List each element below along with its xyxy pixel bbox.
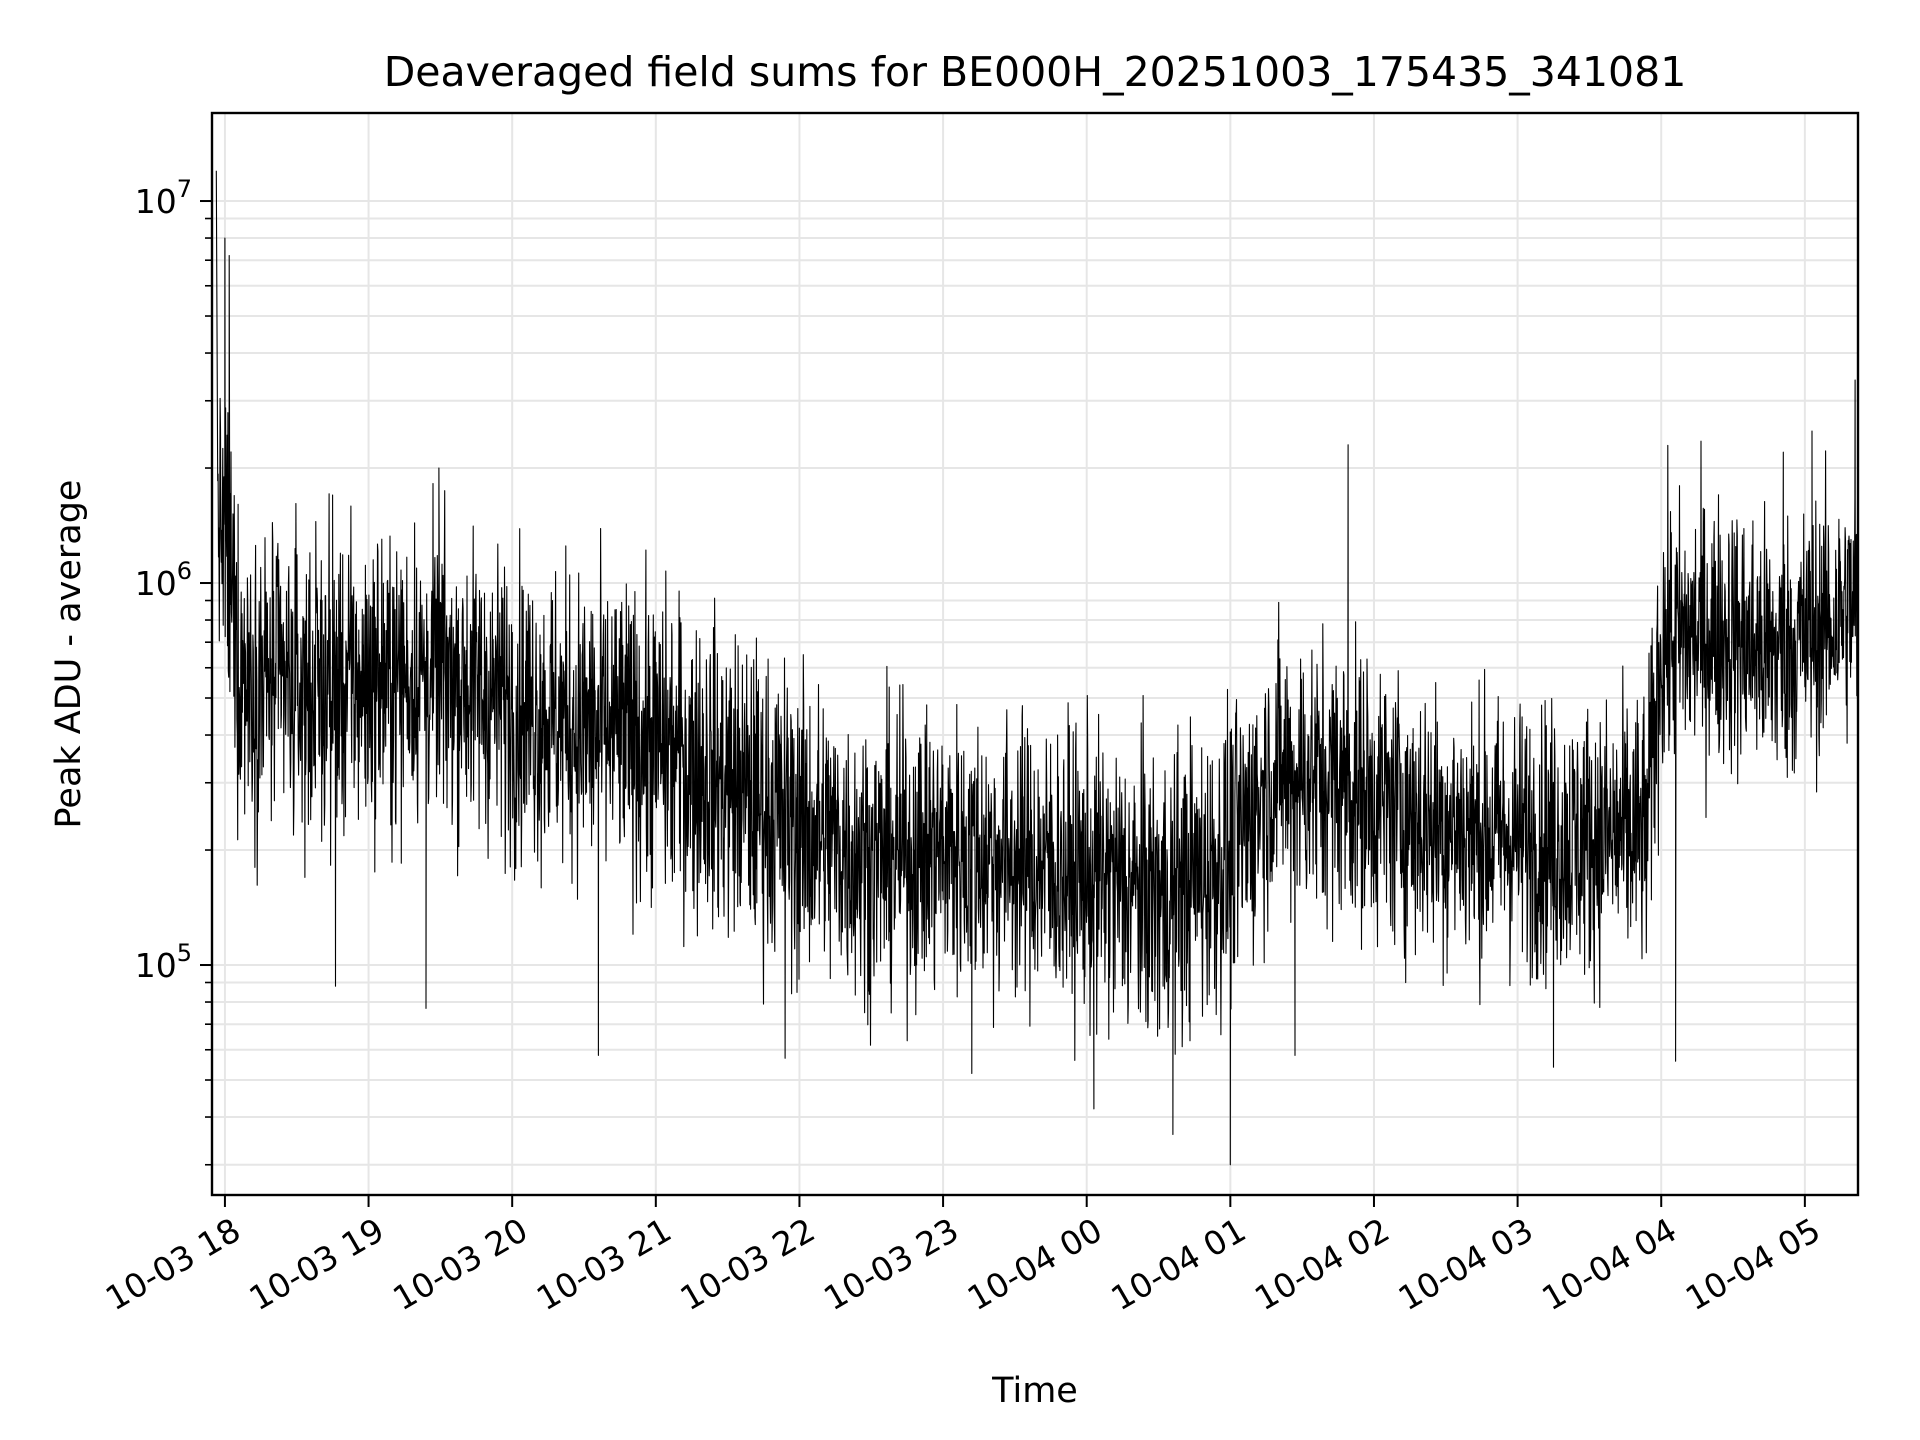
series-line	[215, 170, 1858, 1166]
chart-title: Deaveraged field sums for BE000H_2025100…	[384, 48, 1687, 96]
y-tick-label: 107	[135, 175, 192, 221]
grid	[212, 113, 1858, 1195]
plot-area	[215, 170, 1858, 1166]
y-tick-label: 105	[135, 939, 192, 985]
x-axis-label: Time	[991, 1371, 1078, 1411]
y-axis: 105 106 107	[135, 175, 212, 1166]
y-tick-label: 106	[135, 557, 192, 603]
y-axis-label: Peak ADU - average	[49, 480, 89, 829]
plot-frame	[210, 111, 1860, 1197]
